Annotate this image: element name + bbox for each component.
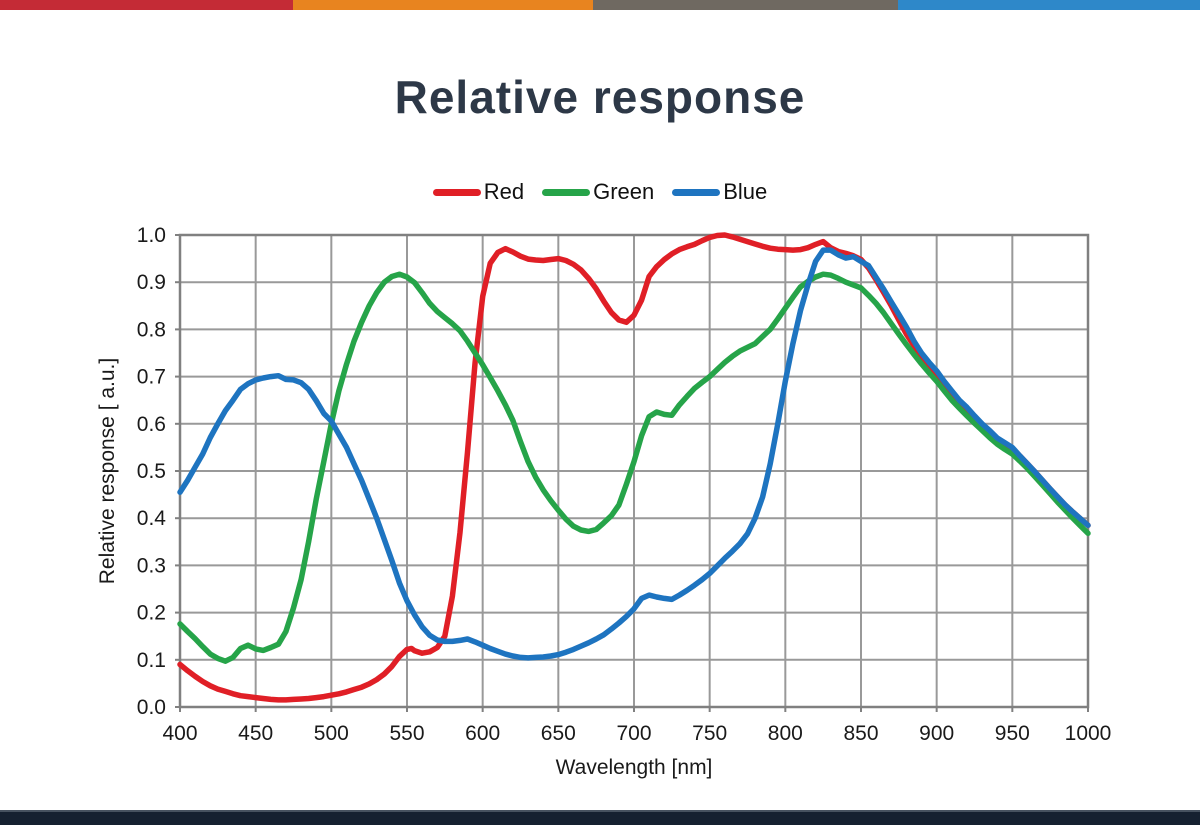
legend-label-blue: Blue [723, 179, 768, 204]
legend-label-red: Red [483, 179, 525, 204]
x-tick-label: 450 [238, 722, 273, 745]
x-tick-label: 550 [389, 722, 424, 745]
y-tick-label: 0.2 [137, 602, 166, 625]
chart-legend: Red Green Blue [0, 181, 1200, 203]
y-tick-label: 1.0 [137, 224, 166, 247]
legend-label-green: Green [593, 179, 655, 204]
red-line-swatch-icon [432, 188, 481, 196]
y-tick-label: 0.6 [137, 413, 166, 436]
x-tick-label: 650 [541, 722, 576, 745]
header-stripe-gray [593, 0, 898, 10]
x-tick-label: 700 [616, 722, 651, 745]
y-tick-label: 0.1 [137, 649, 166, 672]
y-axis-title: Relative response [ a.u.] [96, 357, 119, 585]
y-tick-label: 0.7 [137, 366, 166, 389]
header-stripe-blue [898, 0, 1200, 10]
x-tick-label: 400 [162, 722, 197, 745]
y-tick-label: 0.3 [137, 554, 166, 577]
y-tick-label: 0.0 [137, 696, 166, 719]
header-stripe-orange [293, 0, 593, 10]
y-tick-label: 0.5 [137, 460, 166, 483]
page-title: Relative response [394, 71, 806, 123]
x-tick-label: 500 [314, 722, 349, 745]
header-stripes [0, 0, 1200, 10]
x-tick-label: 600 [465, 722, 500, 745]
x-axis-title: Wavelength [nm] [555, 756, 713, 779]
x-tick-label: 800 [768, 722, 803, 745]
plot-border [178, 233, 1090, 709]
x-tick-label: 750 [692, 722, 727, 745]
series-line-red [177, 232, 1091, 703]
header-stripe-red [0, 0, 293, 10]
legend-item-blue: Blue [672, 181, 767, 203]
legend-item-red: Red [432, 179, 525, 204]
series-line-blue [177, 247, 1091, 661]
x-tick-label: 850 [843, 722, 878, 745]
x-tick-label: 950 [995, 722, 1030, 745]
green-line-swatch-icon [542, 188, 591, 196]
legend-item-green: Green [542, 181, 654, 203]
x-tick-label: 900 [919, 722, 954, 745]
y-tick-label: 0.8 [137, 318, 166, 341]
y-tick-label: 0.9 [137, 271, 166, 294]
y-tick-label: 0.4 [137, 507, 167, 530]
x-tick-label: 1000 [1065, 722, 1112, 745]
footer-bar [0, 810, 1200, 825]
blue-line-swatch-icon [672, 188, 721, 196]
